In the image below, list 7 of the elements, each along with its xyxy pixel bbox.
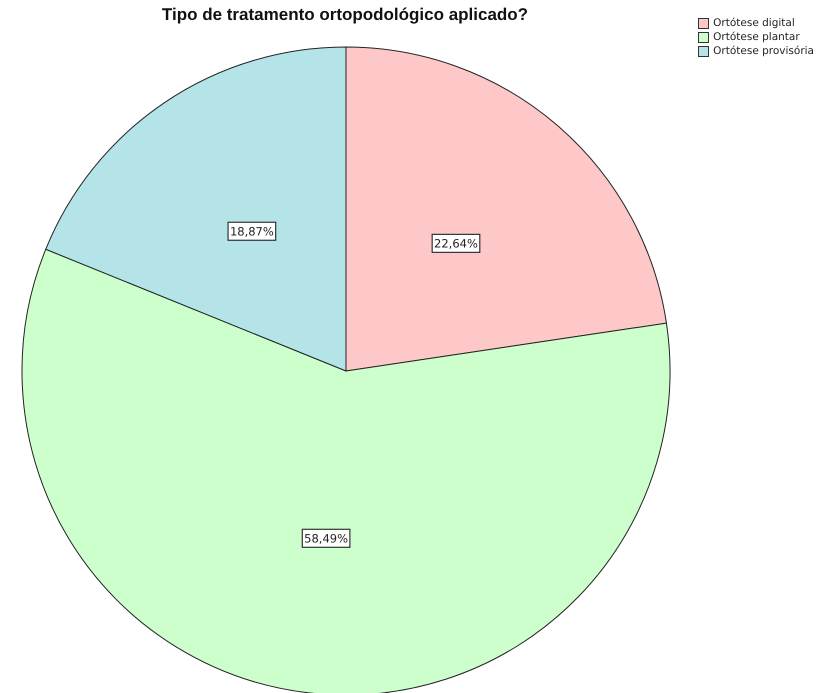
data-label: 18,87% — [230, 224, 274, 238]
legend-label: Ortótese digital — [713, 17, 795, 29]
chart-title: Tipo de tratamento ortopodológico aplicado? — [160, 5, 530, 25]
data-label: 58,49% — [304, 531, 348, 546]
legend-label: Ortótese plantar — [713, 31, 800, 43]
legend-label: Ortótese provisória — [713, 45, 814, 57]
data-label: 22,64% — [434, 236, 478, 250]
